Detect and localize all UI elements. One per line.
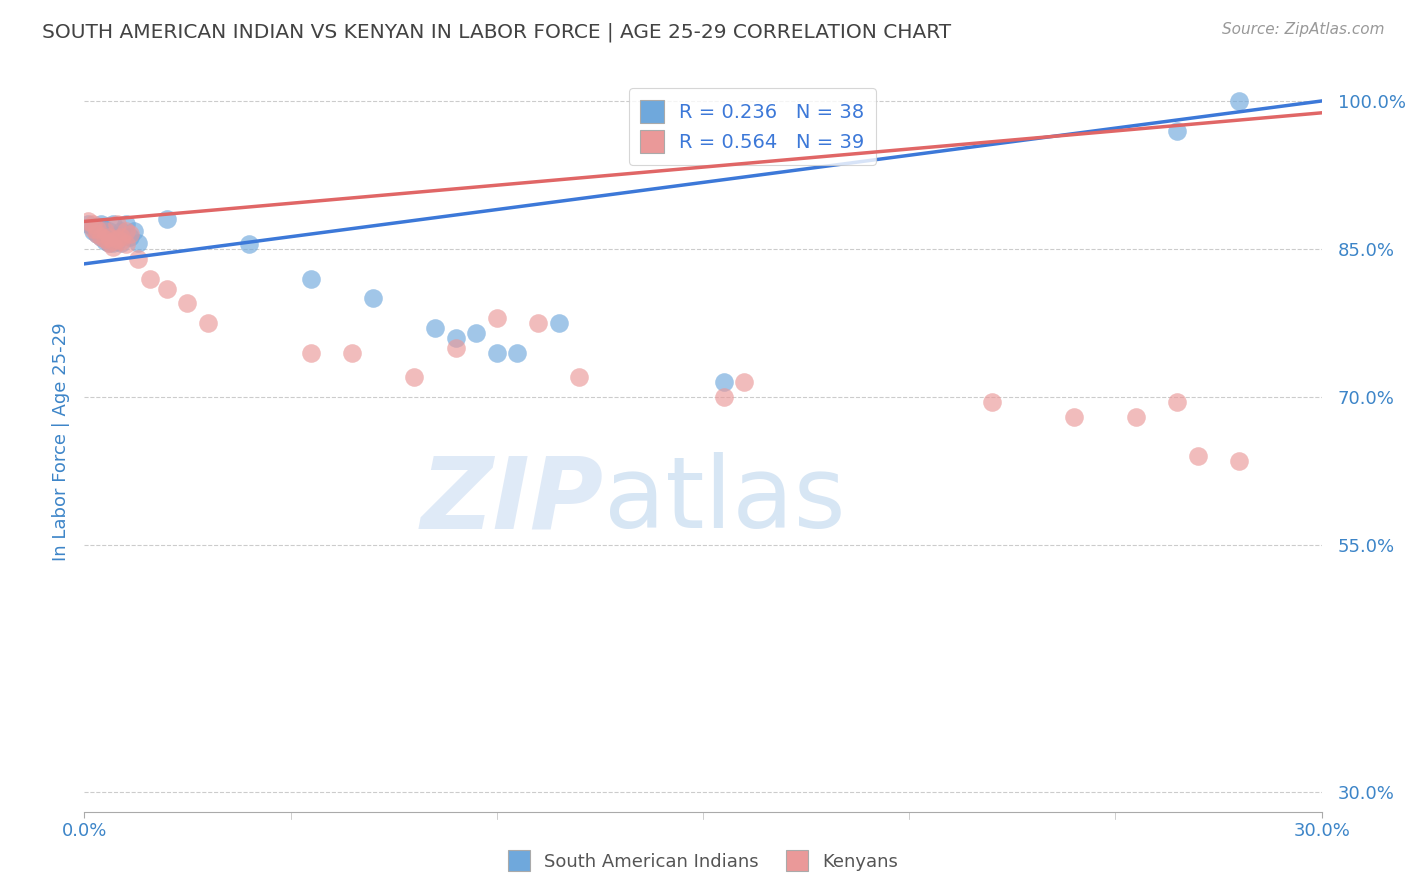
Point — [103, 218, 125, 232]
Point — [527, 316, 550, 330]
Point — [105, 218, 128, 232]
Point — [127, 252, 149, 266]
Point — [105, 229, 128, 244]
Point — [465, 326, 488, 340]
Point — [1187, 450, 1209, 464]
Point — [1063, 409, 1085, 424]
Point — [299, 345, 322, 359]
Point — [98, 224, 121, 238]
Point — [86, 227, 108, 242]
Text: Source: ZipAtlas.com: Source: ZipAtlas.com — [1222, 22, 1385, 37]
Point — [122, 224, 145, 238]
Point — [980, 395, 1002, 409]
Point — [444, 331, 467, 345]
Point — [105, 234, 128, 248]
Point — [94, 224, 117, 238]
Point — [197, 316, 219, 330]
Point — [342, 345, 364, 359]
Point — [82, 224, 104, 238]
Point — [139, 271, 162, 285]
Point — [713, 376, 735, 390]
Point — [90, 230, 112, 244]
Point — [110, 224, 132, 238]
Point — [77, 214, 100, 228]
Point — [1125, 409, 1147, 424]
Point — [98, 230, 121, 244]
Point — [103, 236, 125, 251]
Point — [98, 236, 121, 251]
Point — [103, 240, 125, 254]
Point — [547, 316, 569, 330]
Legend: R = 0.236   N = 38, R = 0.564   N = 39: R = 0.236 N = 38, R = 0.564 N = 39 — [628, 88, 876, 164]
Point — [485, 345, 508, 359]
Point — [404, 370, 426, 384]
Point — [176, 296, 198, 310]
Point — [1227, 94, 1250, 108]
Point — [127, 236, 149, 251]
Point — [156, 212, 179, 227]
Point — [114, 218, 136, 232]
Point — [118, 230, 141, 244]
Point — [1166, 123, 1188, 137]
Point — [90, 230, 112, 244]
Point — [110, 236, 132, 251]
Point — [238, 237, 260, 252]
Legend: South American Indians, Kenyans: South American Indians, Kenyans — [501, 843, 905, 879]
Point — [98, 236, 121, 251]
Point — [94, 230, 117, 244]
Point — [713, 390, 735, 404]
Point — [103, 234, 125, 248]
Point — [90, 218, 112, 232]
Y-axis label: In Labor Force | Age 25-29: In Labor Force | Age 25-29 — [52, 322, 70, 561]
Point — [86, 222, 108, 236]
Point — [114, 224, 136, 238]
Point — [94, 232, 117, 246]
Point — [86, 227, 108, 242]
Point — [361, 292, 384, 306]
Point — [299, 271, 322, 285]
Point — [110, 230, 132, 244]
Point — [82, 218, 104, 232]
Point — [82, 220, 104, 235]
Text: SOUTH AMERICAN INDIAN VS KENYAN IN LABOR FORCE | AGE 25-29 CORRELATION CHART: SOUTH AMERICAN INDIAN VS KENYAN IN LABOR… — [42, 22, 952, 42]
Point — [118, 227, 141, 242]
Point — [98, 232, 121, 246]
Point — [1227, 454, 1250, 468]
Point — [156, 281, 179, 295]
Point — [86, 222, 108, 236]
Point — [105, 232, 128, 246]
Point — [485, 311, 508, 326]
Point — [103, 230, 125, 244]
Point — [506, 345, 529, 359]
Point — [90, 220, 112, 235]
Point — [82, 222, 104, 236]
Text: ZIP: ZIP — [420, 452, 605, 549]
Point — [733, 376, 755, 390]
Point — [444, 341, 467, 355]
Point — [1166, 395, 1188, 409]
Point — [77, 218, 100, 232]
Point — [568, 370, 591, 384]
Point — [94, 234, 117, 248]
Point — [94, 224, 117, 238]
Point — [114, 237, 136, 252]
Point — [423, 321, 446, 335]
Text: atlas: atlas — [605, 452, 845, 549]
Point — [110, 234, 132, 248]
